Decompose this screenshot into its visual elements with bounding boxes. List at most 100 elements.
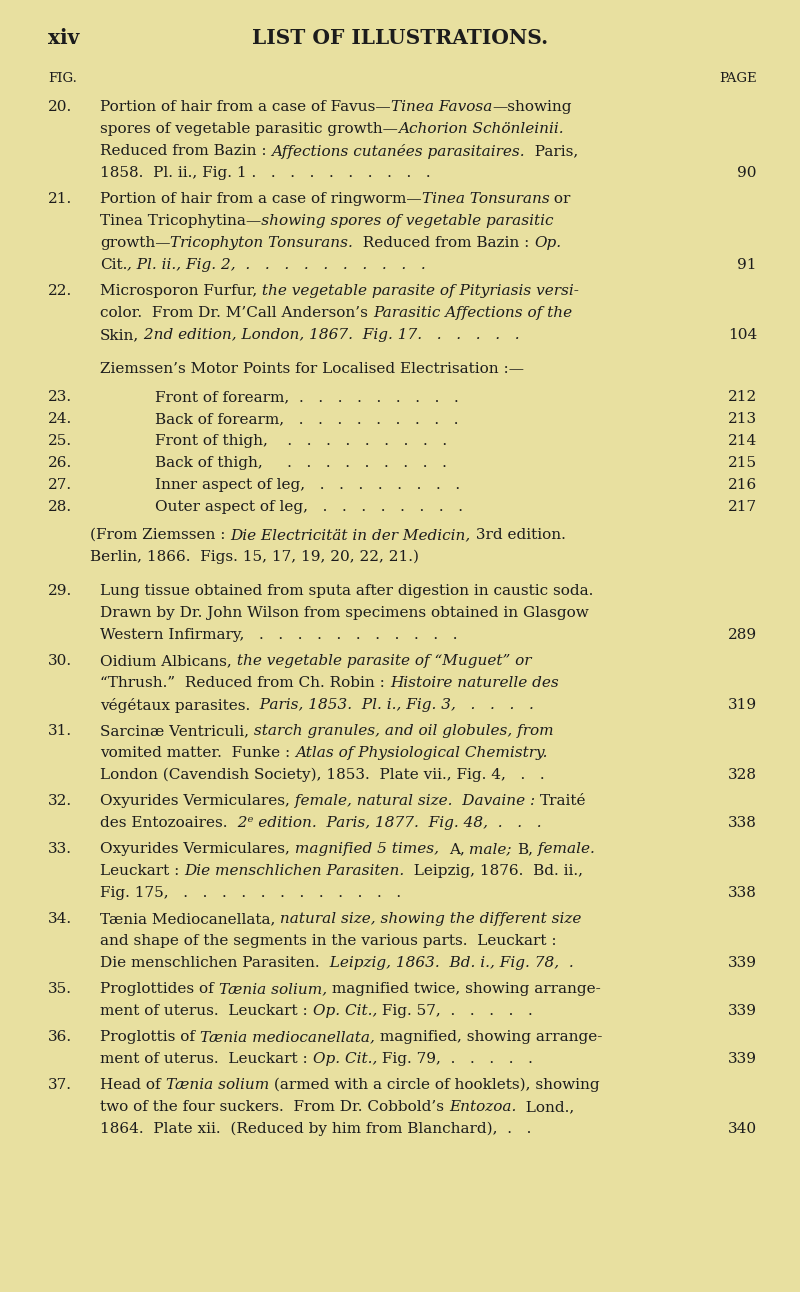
Text: (From Ziemssen :: (From Ziemssen : [90,528,230,543]
Text: LIST OF ILLUSTRATIONS.: LIST OF ILLUSTRATIONS. [252,28,548,48]
Text: Die menschlichen Parasiten.: Die menschlichen Parasiten. [184,864,405,879]
Text: male;: male; [465,842,517,857]
Text: or: or [550,193,570,205]
Text: Tinea Tricophytina: Tinea Tricophytina [100,214,246,227]
Text: Oidium Albicans,: Oidium Albicans, [100,654,232,668]
Text: and shape of the segments in the various parts.  Leuckart :: and shape of the segments in the various… [100,934,557,948]
Text: Back of forearm,   .   .   .   .   .   .   .   .   .: Back of forearm, . . . . . . . . . [155,412,458,426]
Text: Lung tissue obtained from sputa after digestion in caustic soda.: Lung tissue obtained from sputa after di… [100,584,594,598]
Text: 24.: 24. [48,412,72,426]
Text: —showing: —showing [492,99,571,114]
Text: Cit.: Cit. [100,258,127,273]
Text: 3rd edition.: 3rd edition. [470,528,566,543]
Text: Parasitic Affections of the: Parasitic Affections of the [373,306,572,320]
Text: Paris, 1853.  Pl. i., Fig. 3,   .   .   .   .: Paris, 1853. Pl. i., Fig. 3, . . . . [250,698,534,712]
Text: Sarcinæ Ventriculi,: Sarcinæ Ventriculi, [100,724,249,738]
Text: 339: 339 [728,1052,757,1066]
Text: Tænia solium,: Tænia solium, [218,982,326,996]
Text: Proglottis of: Proglottis of [100,1030,200,1044]
Text: 90: 90 [738,165,757,180]
Text: 37.: 37. [48,1078,72,1092]
Text: 21.: 21. [48,193,72,205]
Text: Die menschlichen Parasiten.: Die menschlichen Parasiten. [100,956,320,970]
Text: Op. Cit.,: Op. Cit., [313,1052,377,1066]
Text: 34.: 34. [48,912,72,926]
Text: “Thrush.”  Reduced from Ch. Robin :: “Thrush.” Reduced from Ch. Robin : [100,676,390,690]
Text: female.: female. [533,842,594,857]
Text: Traité: Traité [540,795,586,808]
Text: 25.: 25. [48,434,72,448]
Text: Tænia solium: Tænia solium [166,1078,269,1092]
Text: 215: 215 [728,456,757,470]
Text: 28.: 28. [48,500,72,514]
Text: (armed with a circle of hooklets), showing: (armed with a circle of hooklets), showi… [269,1078,599,1093]
Text: Drawn by Dr. John Wilson from specimens obtained in Glasgow: Drawn by Dr. John Wilson from specimens … [100,606,589,620]
Text: 23.: 23. [48,390,72,404]
Text: 338: 338 [728,817,757,829]
Text: Leuckart :: Leuckart : [100,864,184,879]
Text: Achorion Schönleinii.: Achorion Schönleinii. [398,121,563,136]
Text: 22.: 22. [48,284,72,298]
Text: 2nd edition, London, 1867.  Fig. 17.   .   .   .   .   .: 2nd edition, London, 1867. Fig. 17. . . … [139,328,520,342]
Text: Leipzig, 1863.  Bd. i., Fig. 78,  .: Leipzig, 1863. Bd. i., Fig. 78, . [320,956,574,970]
Text: Fig. 175,   .   .   .   .   .   .   .   .   .   .   .   .: Fig. 175, . . . . . . . . . . . . [100,886,401,901]
Text: 30.: 30. [48,654,72,668]
Text: Reduced from Bazin :: Reduced from Bazin : [100,143,271,158]
Text: 289: 289 [728,628,757,642]
Text: Fig. 57,  .   .   .   .   .: Fig. 57, . . . . . [377,1004,533,1018]
Text: natural size, showing the different size: natural size, showing the different size [275,912,582,926]
Text: Front of thigh,    .   .   .   .   .   .   .   .   .: Front of thigh, . . . . . . . . . [155,434,447,448]
Text: FIG.: FIG. [48,72,77,85]
Text: ment of uterus.  Leuckart :: ment of uterus. Leuckart : [100,1052,313,1066]
Text: Oxyurides Vermiculares,: Oxyurides Vermiculares, [100,842,290,857]
Text: the vegetable parasite of “Muguet” or: the vegetable parasite of “Muguet” or [232,654,531,668]
Text: 20.: 20. [48,99,72,114]
Text: 1858.  Pl. ii., Fig. 1 .   .   .   .   .   .   .   .   .   .: 1858. Pl. ii., Fig. 1 . . . . . . . . . … [100,165,430,180]
Text: 33.: 33. [48,842,72,857]
Text: magnified, showing arrange-: magnified, showing arrange- [374,1030,602,1044]
Text: Front of forearm,  .   .   .   .   .   .   .   .   .: Front of forearm, . . . . . . . . . [155,390,458,404]
Text: Reduced from Bazin :: Reduced from Bazin : [354,236,534,249]
Text: 212: 212 [728,390,757,404]
Text: xiv: xiv [48,28,79,48]
Text: Histoire naturelle des: Histoire naturelle des [390,676,558,690]
Text: vomited matter.  Funke :: vomited matter. Funke : [100,745,295,760]
Text: color.  From Dr. M’Call Anderson’s: color. From Dr. M’Call Anderson’s [100,306,373,320]
Text: Ziemssen’s Motor Points for Localised Electrisation :—: Ziemssen’s Motor Points for Localised El… [100,362,524,376]
Text: Western Infirmary,   .   .   .   .   .   .   .   .   .   .   .: Western Infirmary, . . . . . . . . . . . [100,628,458,642]
Text: 31.: 31. [48,724,72,738]
Text: 91: 91 [738,258,757,273]
Text: 104: 104 [728,328,757,342]
Text: London (Cavendish Society), 1853.  Plate vii., Fig. 4,   .   .: London (Cavendish Society), 1853. Plate … [100,767,545,783]
Text: Atlas of Physiological Chemistry.: Atlas of Physiological Chemistry. [295,745,548,760]
Text: Berlin, 1866.  Figs. 15, 17, 19, 20, 22, 21.): Berlin, 1866. Figs. 15, 17, 19, 20, 22, … [90,550,419,565]
Text: 35.: 35. [48,982,72,996]
Text: 2ᵉ edition.  Paris, 1877.  Fig. 48,  .   .   .: 2ᵉ edition. Paris, 1877. Fig. 48, . . . [227,817,541,829]
Text: Tinea Tonsurans: Tinea Tonsurans [422,193,550,205]
Text: Tricophyton Tonsurans.: Tricophyton Tonsurans. [170,236,354,249]
Text: Outer aspect of leg,   .   .   .   .   .   .   .   .: Outer aspect of leg, . . . . . . . . [155,500,463,514]
Text: 32.: 32. [48,795,72,808]
Text: Leipzig, 1876.  Bd. ii.,: Leipzig, 1876. Bd. ii., [405,864,583,879]
Text: végétaux parasites.: végétaux parasites. [100,698,250,713]
Text: 340: 340 [728,1121,757,1136]
Text: des Entozoaires.: des Entozoaires. [100,817,227,829]
Text: 36.: 36. [48,1030,72,1044]
Text: female, natural size.  Davaine :: female, natural size. Davaine : [290,795,540,808]
Text: Tinea Favosa: Tinea Favosa [390,99,492,114]
Text: Op.: Op. [534,236,562,249]
Text: 213: 213 [728,412,757,426]
Text: Tænia mediocanellata,: Tænia mediocanellata, [200,1030,374,1044]
Text: 217: 217 [728,500,757,514]
Text: Microsporon Furfur,: Microsporon Furfur, [100,284,258,298]
Text: 319: 319 [728,698,757,712]
Text: 214: 214 [728,434,757,448]
Text: 1864.  Plate xii.  (Reduced by him from Blanchard),  .   .: 1864. Plate xii. (Reduced by him from Bl… [100,1121,531,1137]
Text: Die Electricität in der Medicin,: Die Electricität in der Medicin, [230,528,470,543]
Text: Back of thigh,     .   .   .   .   .   .   .   .   .: Back of thigh, . . . . . . . . . [155,456,447,470]
Text: Op. Cit.,: Op. Cit., [313,1004,377,1018]
Text: Head of: Head of [100,1078,166,1092]
Text: Portion of hair from a case of ringworm—: Portion of hair from a case of ringworm— [100,193,422,205]
Text: A,: A, [449,842,465,857]
Text: B,: B, [517,842,533,857]
